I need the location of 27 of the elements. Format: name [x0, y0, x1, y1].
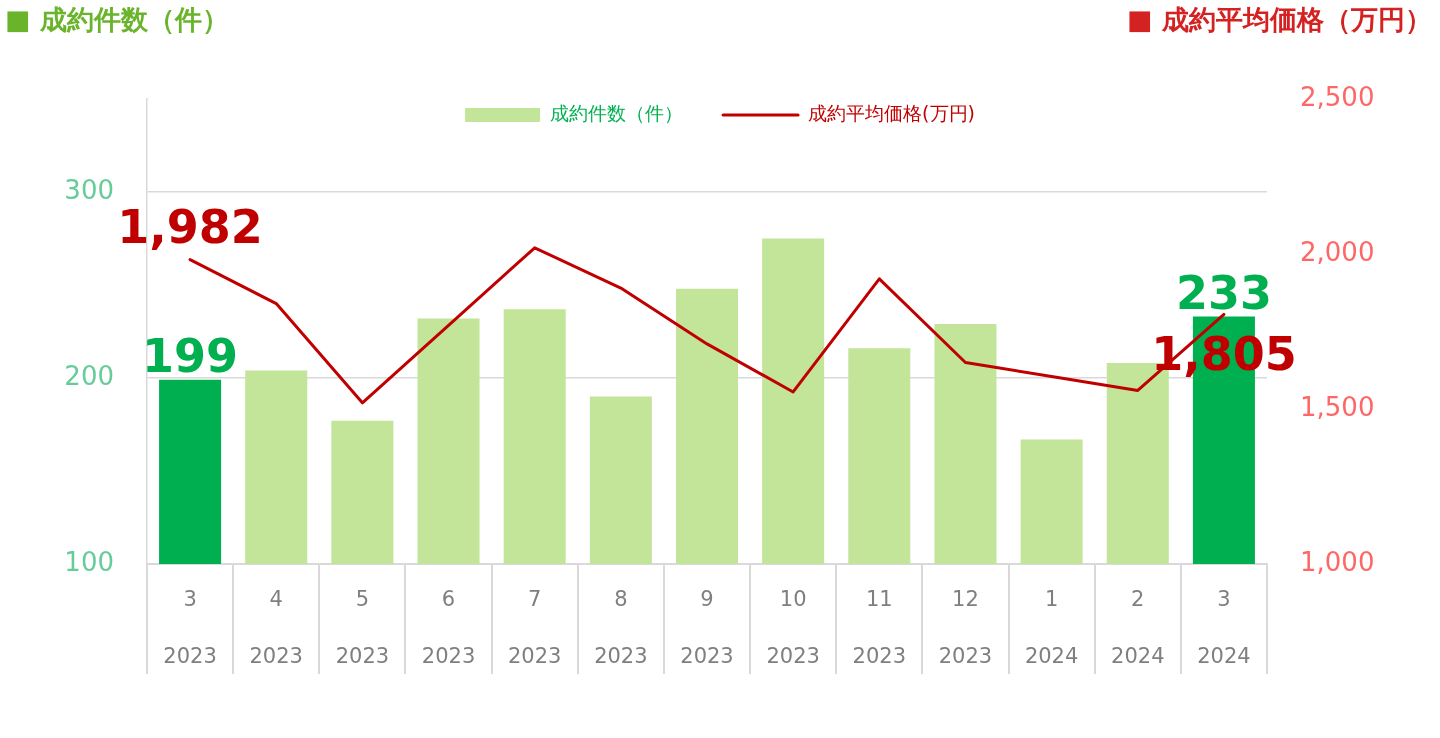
y2-tick-label: 2,500 — [1300, 81, 1375, 112]
legend-label: 成約件数（件） — [550, 101, 684, 124]
data-label: 199 — [142, 328, 239, 383]
y-tick-label: 200 — [64, 360, 114, 391]
category-label: 10 2023 — [766, 586, 820, 668]
category-label: 5 2023 — [335, 586, 390, 668]
category-label: 1 2024 — [1024, 586, 1079, 668]
y-axis-title: ■ 成約件数（件） — [5, 4, 229, 36]
category-label: 12 2023 — [938, 586, 993, 668]
y2-tick-label: 2,000 — [1300, 236, 1375, 267]
y-tick-label: 100 — [64, 546, 114, 577]
category-label: 2 2024 — [1111, 586, 1165, 668]
y2-tick-label: 1,000 — [1300, 546, 1375, 577]
y-tick-label: 300 — [64, 174, 114, 205]
data-label: 1,982 — [117, 199, 263, 254]
category-label: 3 2023 — [163, 586, 217, 668]
y2-tick-label: 1,500 — [1300, 391, 1375, 422]
category-label: 6 2023 — [421, 586, 476, 668]
data-label: 233 — [1175, 265, 1272, 320]
category-label: 4 2023 — [249, 586, 303, 668]
category-label: 9 2023 — [680, 586, 734, 668]
y2-axis-title: ■ 成約平均価格（万円） — [1127, 4, 1432, 36]
category-label: 3 2024 — [1197, 586, 1251, 668]
category-label: 11 2023 — [852, 586, 907, 668]
legend-label: 成約平均価格(万円) — [808, 101, 975, 124]
category-label: 7 2023 — [507, 586, 562, 668]
category-label: 8 2023 — [594, 586, 648, 668]
